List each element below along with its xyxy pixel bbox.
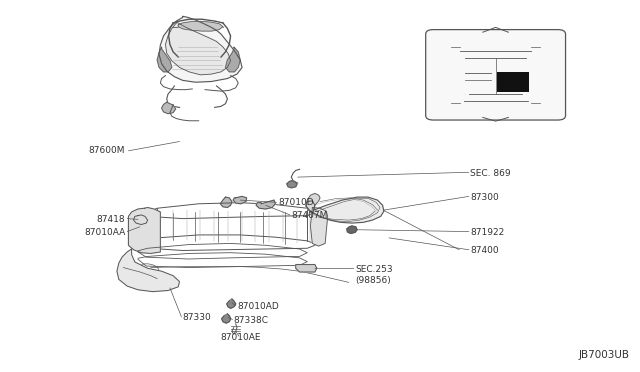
Polygon shape: [225, 47, 240, 72]
Polygon shape: [162, 102, 175, 114]
Polygon shape: [166, 22, 230, 75]
Text: 87600M: 87600M: [89, 146, 125, 155]
Polygon shape: [287, 181, 297, 188]
Polygon shape: [221, 314, 230, 323]
Text: 87330: 87330: [182, 313, 211, 322]
Text: JB7003UB: JB7003UB: [579, 350, 630, 360]
Text: 871922: 871922: [470, 228, 504, 237]
Polygon shape: [220, 197, 232, 208]
Polygon shape: [233, 196, 246, 204]
Polygon shape: [306, 193, 320, 214]
Text: SEC.253: SEC.253: [355, 265, 393, 274]
Polygon shape: [178, 22, 223, 31]
Polygon shape: [227, 299, 236, 308]
Text: 87010AE: 87010AE: [220, 333, 260, 342]
Polygon shape: [296, 264, 317, 272]
Polygon shape: [129, 208, 161, 253]
Polygon shape: [256, 200, 275, 209]
Polygon shape: [310, 208, 328, 246]
Text: SEC. 869: SEC. 869: [470, 169, 511, 177]
FancyBboxPatch shape: [426, 30, 566, 120]
Text: 87010AD: 87010AD: [237, 302, 279, 311]
Text: 87010D: 87010D: [278, 198, 314, 207]
Text: 87300: 87300: [470, 193, 499, 202]
Polygon shape: [159, 16, 242, 82]
Polygon shape: [306, 197, 384, 223]
Bar: [497, 72, 529, 92]
Text: 87338C: 87338C: [234, 316, 269, 325]
Text: 87407M: 87407M: [291, 211, 328, 220]
Polygon shape: [347, 226, 357, 234]
Text: 87400: 87400: [470, 246, 499, 255]
Polygon shape: [117, 249, 179, 292]
Text: 87418: 87418: [97, 215, 125, 224]
Text: 87010AA: 87010AA: [84, 228, 125, 237]
Polygon shape: [134, 215, 148, 225]
Text: (98856): (98856): [355, 276, 391, 285]
Polygon shape: [157, 47, 172, 72]
